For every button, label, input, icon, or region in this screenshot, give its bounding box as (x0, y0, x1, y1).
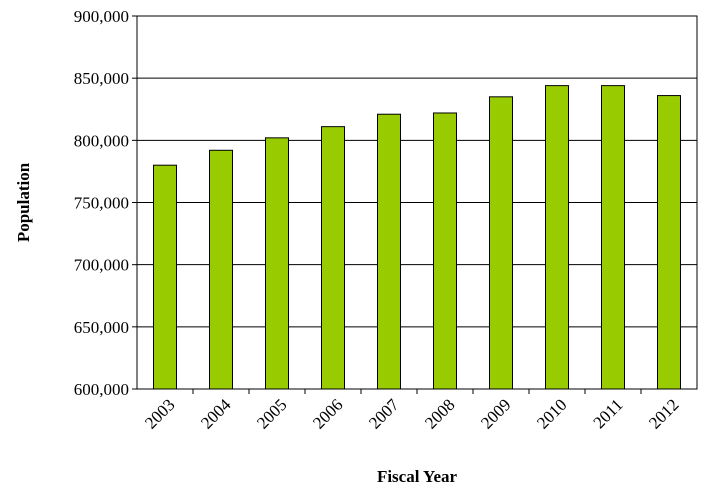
y-tick-label: 750,000 (74, 194, 129, 213)
y-tick-label: 600,000 (74, 380, 129, 399)
y-tick-label: 650,000 (74, 318, 129, 337)
y-tick-labels: 600,000 650,000 700,000 750,000 800,000 850,0… (74, 7, 129, 399)
bar-2011 (601, 85, 625, 390)
plot-area-frame (136, 15, 698, 390)
y-tick-label: 800,000 (74, 131, 129, 150)
bar-2012 (657, 95, 681, 390)
x-tick-label: 2003 (141, 395, 178, 432)
x-tick-label: 2008 (421, 395, 458, 432)
x-tick-label: 2005 (253, 395, 290, 432)
x-tick-label: 2012 (645, 395, 682, 432)
bar-2007 (377, 113, 401, 390)
bar-2008 (433, 112, 457, 390)
x-axis-title: Fiscal Year (377, 467, 458, 486)
bar-2004 (209, 149, 233, 390)
bar-2003 (153, 164, 177, 390)
bar-2010 (545, 85, 569, 390)
bars (153, 85, 681, 394)
x-tick-label: 2006 (309, 395, 346, 432)
x-tick-label: 2010 (533, 395, 570, 432)
y-tick-label: 700,000 (74, 256, 129, 275)
bar-2005 (265, 137, 289, 390)
y-axis-title: Population (14, 162, 33, 242)
x-tick-label: 2007 (365, 395, 403, 433)
x-tick-label: 2009 (477, 395, 514, 432)
bar-2006 (321, 126, 345, 390)
x-tick-label: 2011 (590, 395, 627, 432)
x-tick-label: 2004 (197, 395, 235, 433)
y-tick-label: 900,000 (74, 7, 129, 26)
x-tick-labels: 2003 2004 2005 2006 2007 2008 2009 2010 2011 2012 (141, 395, 682, 433)
bar-2009 (489, 96, 513, 390)
y-tick-label: 850,000 (74, 69, 129, 88)
